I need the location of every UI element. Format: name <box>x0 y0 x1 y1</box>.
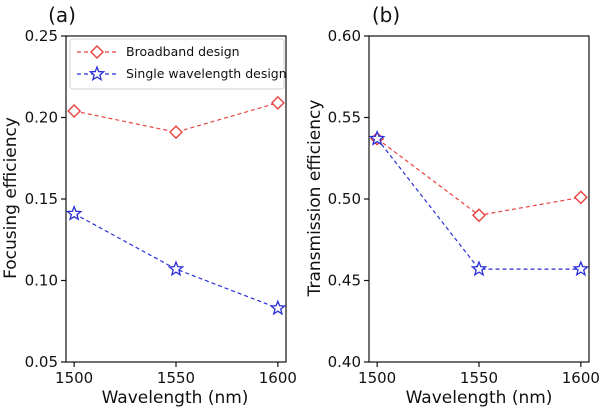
panel-b-series-1-point <box>470 260 488 277</box>
panel-a-series-0-point <box>169 125 183 140</box>
panel-b-series-1-point <box>572 260 590 277</box>
panel-b: (b) Transmission efficiency Wavelength (… <box>305 3 600 408</box>
legend-marker-broadband <box>90 45 104 59</box>
legend-marker-shape-single <box>88 65 106 82</box>
panel-a-series <box>65 95 287 316</box>
panel-b-series-line-1 <box>376 138 581 270</box>
panel-b-xtick-label: 1500 <box>358 369 396 387</box>
panel-a-label: (a) <box>48 3 76 27</box>
panel-a-ylabel: Focusing efficiency <box>1 117 21 279</box>
legend-marker-single <box>88 65 106 82</box>
panel-b-series <box>368 129 590 277</box>
panel-a-xlabel: Wavelength (nm) <box>102 388 249 408</box>
panel-a-xtick-label: 1550 <box>157 369 195 387</box>
legend-label-broadband: Broadband design <box>126 44 240 59</box>
panel-b-series-0-point <box>573 190 588 205</box>
panel-b-ytick-label: 0.40 <box>328 353 361 371</box>
panel-b-ytick-label: 0.60 <box>328 27 361 45</box>
panel-b-xlabel: Wavelength (nm) <box>406 388 553 408</box>
panel-a-series-0-point <box>270 95 285 110</box>
panel-b-xtick-label: 1600 <box>562 369 600 387</box>
panel-b-ytick-label: 0.50 <box>328 190 361 208</box>
panel-b-ytick-label: 0.45 <box>328 272 361 290</box>
panel-a-series-1-point <box>269 299 287 316</box>
panel-a-series-1-point <box>65 204 83 221</box>
panel-b-ticks: 0.40 0.45 0.50 0.55 0.60 1500 1550 1600 <box>328 27 600 387</box>
legend: Broadband design Single wavelength desig… <box>69 38 287 90</box>
panel-a-ytick-label: 0.10 <box>25 272 58 290</box>
panel-b-frame <box>368 35 590 363</box>
panel-a-ytick-label: 0.15 <box>25 190 58 208</box>
panel-a-xtick-label: 1600 <box>259 369 297 387</box>
panel-a-series-0-point <box>67 103 82 118</box>
panel-a-ytick-label: 0.25 <box>25 27 58 45</box>
panel-b-xtick-label: 1550 <box>460 369 498 387</box>
panel-b-ytick-label: 0.55 <box>328 109 361 127</box>
panel-b-ylabel: Transmission efficiency <box>305 100 325 298</box>
panel-b-series-1-point <box>368 129 386 146</box>
panel-a-ytick-label: 0.20 <box>25 109 58 127</box>
legend-marker-shape-broadband <box>90 45 104 59</box>
panel-b-series-line-0 <box>376 138 581 216</box>
panel-a-frame <box>65 35 287 363</box>
panel-a-xtick-label: 1500 <box>55 369 93 387</box>
panel-b-series-0-point <box>472 208 486 223</box>
legend-label-single: Single wavelength design <box>126 66 287 81</box>
panel-b-label: (b) <box>372 3 400 27</box>
panel-a: (a) Focusing efficiency Wavelength (nm) … <box>1 3 297 408</box>
panel-a-ticks: 0.05 0.10 0.15 0.20 0.25 1500 1550 1600 <box>25 27 297 387</box>
panel-a-ytick-label: 0.05 <box>25 353 58 371</box>
legend-box <box>69 38 285 90</box>
panel-a-series-1-point <box>167 260 185 277</box>
